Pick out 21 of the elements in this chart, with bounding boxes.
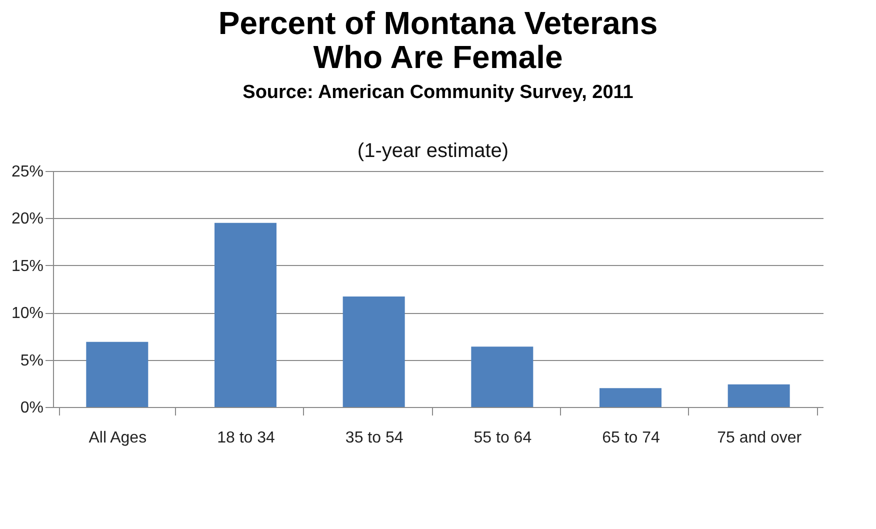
y-tick-label: 20% xyxy=(11,210,44,228)
bar xyxy=(214,222,276,407)
chart-title: Percent of Montana Veterans Who Are Female xyxy=(218,5,658,75)
bar xyxy=(471,346,534,407)
bar xyxy=(86,342,148,407)
bar xyxy=(342,296,405,407)
x-tick-label: 75 and over xyxy=(717,430,802,446)
x-tick-label: 18 to 34 xyxy=(217,430,276,446)
chart-subtitle: Source: American Community Survey, 2011 xyxy=(242,82,634,103)
text: (1-year estimate) xyxy=(357,140,509,162)
y-tick-label: 10% xyxy=(11,305,44,322)
x-tick-label: All Ages xyxy=(88,430,147,446)
y-tick-label: 15% xyxy=(11,258,44,275)
y-tick-label: 5% xyxy=(20,352,44,370)
bar xyxy=(728,384,790,407)
x-tick-label: 65 to 74 xyxy=(602,430,660,446)
y-tick-label: 25% xyxy=(11,164,44,180)
x-tick-label: 35 to 54 xyxy=(345,430,404,446)
x-tick-label: 55 to 64 xyxy=(474,430,532,446)
bar xyxy=(600,388,662,407)
y-tick-label: 0% xyxy=(20,400,44,416)
